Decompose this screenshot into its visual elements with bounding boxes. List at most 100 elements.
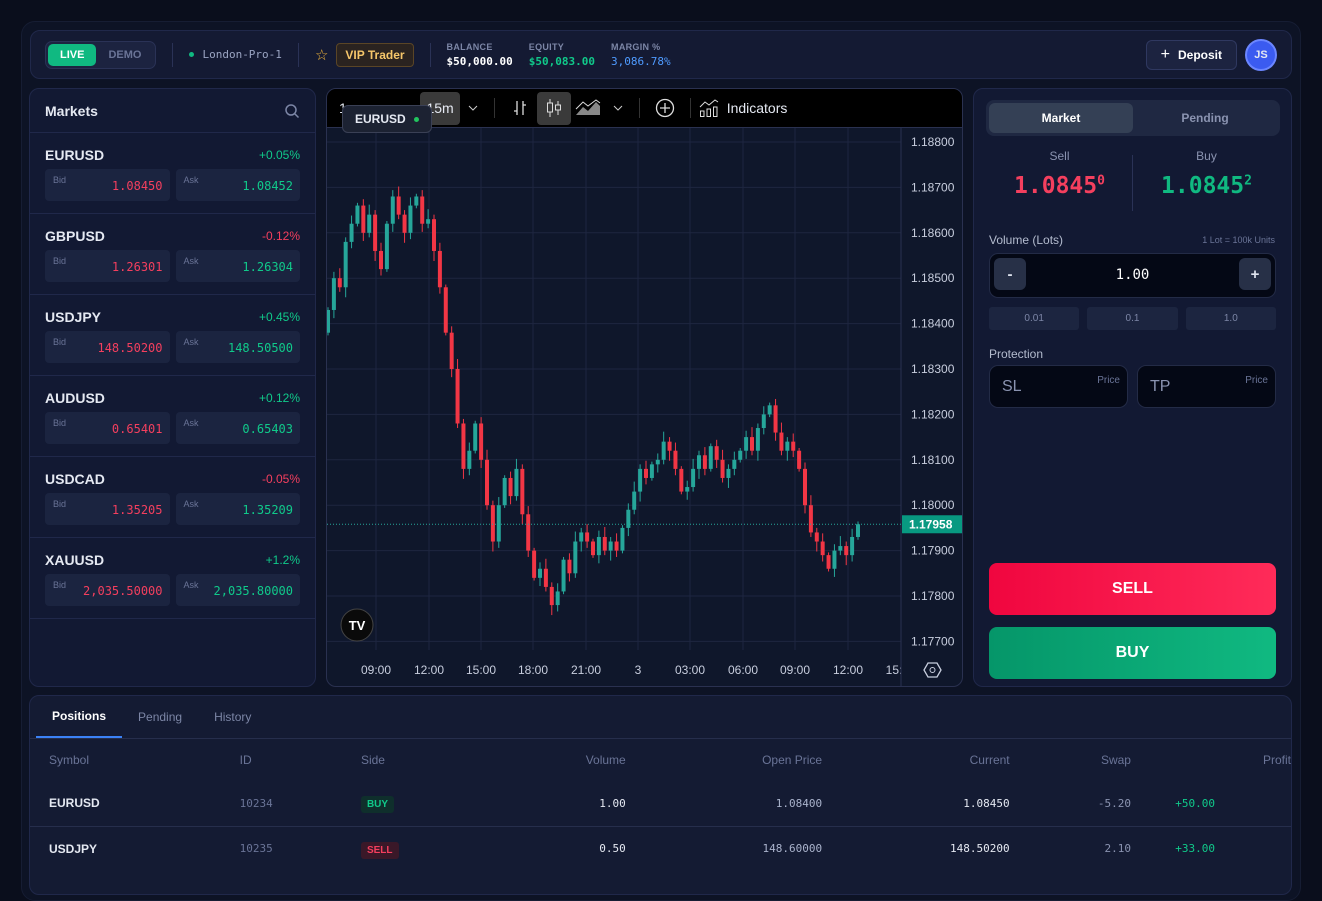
market-change: -0.05% (261, 472, 300, 486)
tab-positions[interactable]: Positions (36, 696, 123, 738)
candle (714, 446, 719, 460)
symbol-label: EURUSD (355, 112, 406, 126)
market-item-eurusd[interactable]: EURUSD +0.05% Bid 1.08450 Ask 1.08452 (30, 133, 315, 214)
mode-live[interactable]: LIVE (48, 43, 97, 66)
stop-loss-input[interactable]: SL Price (989, 365, 1128, 408)
table-row[interactable]: EURUSD 10234 BUY 1.00 1.08400 1.08450 -5… (30, 781, 1291, 826)
quick-volume-0.01[interactable]: 0.01 (989, 307, 1080, 330)
deposit-label: Deposit (1177, 47, 1222, 62)
ask-button[interactable]: Ask 1.08452 (175, 169, 300, 201)
bid-button[interactable]: Bid 0.65401 (45, 412, 170, 444)
add-icon[interactable] (648, 92, 682, 125)
y-tick-label: 1.18100 (911, 453, 955, 467)
indicators-button[interactable]: Indicators (699, 99, 787, 117)
bid-button[interactable]: Bid 1.35205 (45, 493, 170, 525)
candle (549, 586, 554, 606)
volume-stepper: - 1.00 + (989, 253, 1276, 298)
ask-button[interactable]: Ask 148.50500 (175, 331, 300, 363)
market-change: +0.45% (258, 310, 300, 324)
bid-button[interactable]: Bid 2,035.50000 (45, 574, 170, 606)
cell-swap: -5.20 (1097, 796, 1131, 810)
x-tick-label: 18:00 (518, 663, 548, 677)
symbol-tooltip: EURUSD (342, 105, 432, 133)
mode-demo[interactable]: DEMO (108, 48, 142, 61)
area-chart-type-icon[interactable] (571, 92, 605, 125)
positions-tabs: Positions Pending History (30, 696, 1291, 739)
lot-info: 1 Lot = 100k Units (1202, 235, 1275, 245)
svg-text:TV: TV (349, 618, 366, 633)
candle (514, 468, 519, 497)
market-item-gbpusd[interactable]: GBPUSD -0.12% Bid 1.26301 Ask 1.26304 (30, 214, 315, 295)
candle (573, 541, 578, 574)
candle (396, 196, 401, 215)
take-profit-input[interactable]: TP Price (1137, 365, 1276, 408)
market-item-usdcad[interactable]: USDCAD -0.05% Bid 1.35205 Ask 1.35209 (30, 457, 315, 538)
stat-equity: EQUITY $50,083.00 (529, 42, 595, 68)
candle-chart-type-icon[interactable] (536, 91, 571, 125)
status-dot (189, 52, 195, 57)
divider (1132, 155, 1133, 211)
cell-current: 1.08450 (963, 796, 1010, 810)
bid-button[interactable]: Bid 148.50200 (45, 331, 170, 363)
volume-input[interactable]: 1.00 (1115, 267, 1150, 283)
market-item-xauusd[interactable]: XAUUSD +1.2% Bid 2,035.50000 Ask 2,035.8000… (30, 538, 315, 619)
tab-pending-orders[interactable]: Pending (138, 710, 183, 724)
candlestick-chart[interactable]: 1.18800 1.18700 1.18600 1.18500 1.18400 1.183… (327, 128, 963, 687)
candle (555, 591, 560, 606)
settings-icon[interactable] (923, 662, 942, 678)
decrease-volume-button[interactable]: - (994, 258, 1026, 290)
candle (767, 405, 772, 415)
candle (602, 536, 607, 551)
column-header: Symbol (49, 753, 90, 767)
search-icon[interactable] (284, 103, 300, 119)
sell-button[interactable]: SELL (989, 563, 1276, 615)
ask-button[interactable]: Ask 1.26304 (175, 250, 300, 282)
candle (402, 214, 407, 233)
candle (803, 468, 807, 506)
buy-button[interactable]: BUY (989, 627, 1276, 679)
y-tick-label: 1.18800 (911, 135, 955, 149)
ask-price: 1.08452 (242, 179, 293, 193)
deposit-button[interactable]: + Deposit (1145, 39, 1237, 70)
volume-label: Volume (Lots) (989, 233, 1064, 247)
bid-label: Bid (53, 175, 67, 185)
y-tick-label: 1.17800 (911, 589, 955, 603)
bid-button[interactable]: Bid 1.26301 (45, 250, 170, 282)
quick-volume-1.0[interactable]: 1.0 (1185, 307, 1276, 330)
candle (585, 532, 590, 542)
tab-pending[interactable]: Pending (1181, 111, 1229, 125)
market-change: -0.12% (261, 229, 300, 243)
candle (455, 369, 460, 424)
table-row[interactable]: USDJPY 10235 SELL 0.50 148.60000 148.502… (30, 826, 1291, 871)
market-item-audusd[interactable]: AUDUSD +0.12% Bid 0.65401 Ask 0.65403 (30, 376, 315, 457)
ask-button[interactable]: Ask 0.65403 (175, 412, 300, 444)
chevron-down-icon[interactable] (460, 92, 486, 125)
candle (408, 205, 413, 233)
sell-pip: 0 (1097, 173, 1105, 189)
divider (429, 42, 431, 67)
tab-history[interactable]: History (214, 710, 252, 724)
ask-price: 1.26304 (242, 260, 293, 274)
candle (797, 450, 802, 469)
bid-button[interactable]: Bid 1.08450 (45, 169, 170, 201)
increase-volume-button[interactable]: + (1239, 258, 1271, 290)
server-name: London-Pro-1 (202, 48, 282, 61)
tab-market[interactable]: Market (989, 103, 1133, 133)
x-tick-label: 3 (635, 663, 642, 677)
ask-label: Ask (183, 580, 199, 590)
quick-volume-0.1[interactable]: 0.1 (1087, 307, 1178, 330)
cell-open-price: 1.08400 (775, 796, 823, 810)
market-item-usdjpy[interactable]: USDJPY +0.45% Bid 148.50200 Ask 148.50500 (30, 295, 315, 376)
candle (791, 441, 796, 451)
sell-price: 1.08450 (986, 173, 1133, 199)
ask-price: 2,035.80000 (213, 584, 293, 598)
account-mode-toggle[interactable]: LIVE DEMO (45, 40, 157, 69)
ask-button[interactable]: Ask 2,035.80000 (175, 574, 300, 606)
chevron-down-icon[interactable] (605, 92, 631, 125)
candle (826, 555, 831, 569)
avatar[interactable]: JS (1245, 38, 1277, 71)
ask-button[interactable]: Ask 1.35209 (175, 493, 300, 525)
ask-label: Ask (183, 337, 199, 347)
last-price-label: 1.17958 (909, 517, 953, 531)
bar-chart-type-icon[interactable] (503, 92, 537, 125)
